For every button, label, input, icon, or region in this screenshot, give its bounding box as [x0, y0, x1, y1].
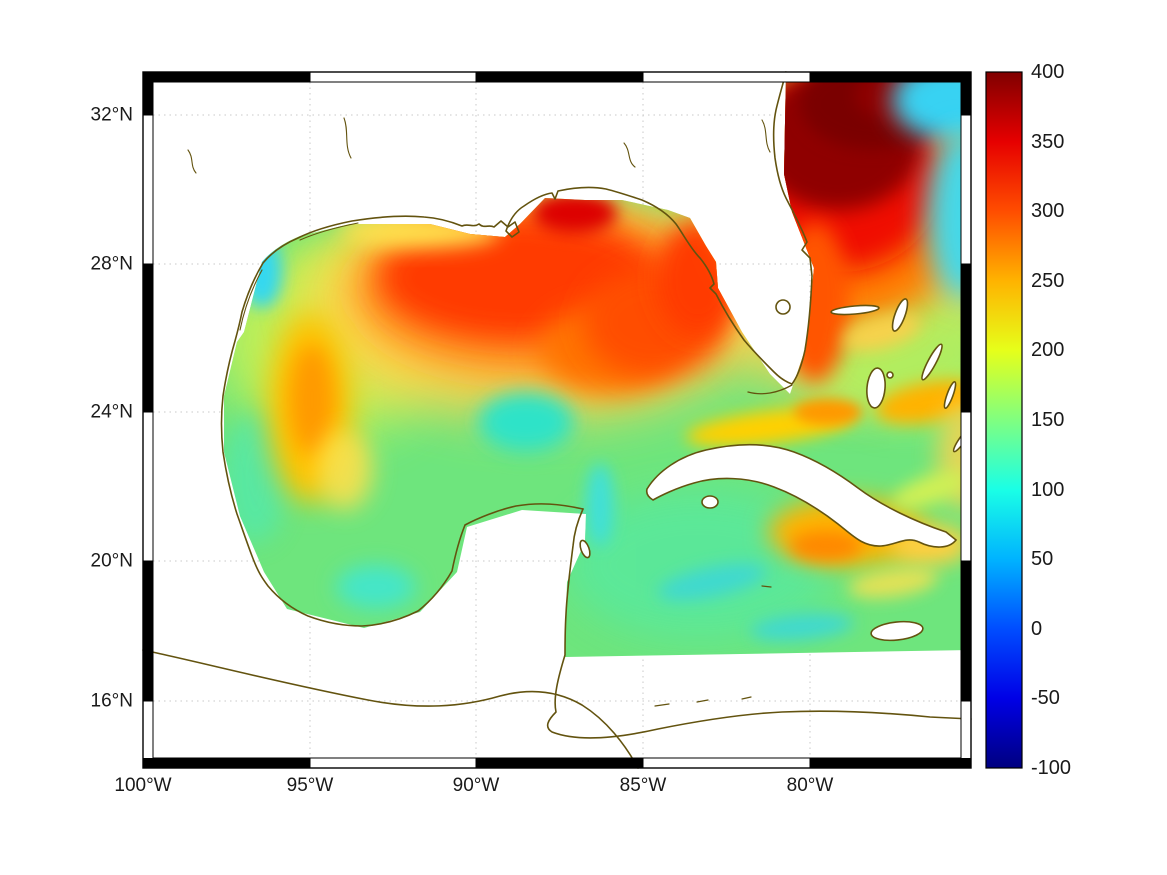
colorbar: [985, 71, 1023, 769]
map-frame: [142, 71, 972, 769]
lat-tick-label: 28°N: [90, 253, 133, 275]
lat-tick-label: 32°N: [90, 104, 133, 126]
colorbar-tick-label: 350: [1031, 131, 1065, 153]
cuba-outline: [645, 443, 958, 548]
gulf-coastline: [220, 71, 813, 627]
yucatan-belize-honduras-coastline: [546, 508, 972, 739]
colorbar-tick-label: 0: [1031, 618, 1043, 640]
inland-river-detail: [187, 117, 771, 174]
colorbar-tick-label: 100: [1031, 479, 1065, 501]
lake-okeechobee-outline: [775, 299, 791, 315]
texas-barrier-island: [239, 222, 359, 331]
lon-tick-label: 95°W: [286, 775, 334, 796]
lat-tick-label: 16°N: [90, 690, 133, 712]
lon-tick-label: 100°W: [114, 775, 172, 796]
lon-tick-label: 80°W: [786, 775, 834, 796]
cat-island-outline: [943, 381, 957, 409]
florida-keys-outline: [747, 384, 793, 395]
lon-tick-label: 90°W: [452, 775, 500, 796]
colorbar-tick-label: 300: [1031, 200, 1065, 222]
bay-islands-outline: [654, 696, 752, 707]
grand-cayman-outline: [761, 585, 772, 588]
colorbar-tick-label: 250: [1031, 270, 1065, 292]
jamaica-outline: [870, 620, 924, 642]
colorbar-tick-label: -50: [1031, 687, 1060, 709]
colorbar-tick-label: 150: [1031, 409, 1065, 431]
lon-tick-label: 85°W: [619, 775, 667, 796]
colorbar-gradient: [985, 71, 1023, 769]
grand-bahama-outline: [830, 304, 880, 316]
heatmap-layer: [224, 72, 971, 657]
colorbar-tick-label: 50: [1031, 548, 1054, 570]
new-providence-outline: [886, 371, 894, 379]
cozumel-outline: [579, 539, 591, 559]
abaco-outline: [891, 298, 909, 332]
pacific-mexico-coastline: [142, 649, 639, 769]
lat-tick-label: 20°N: [90, 550, 133, 572]
isle-of-youth-outline: [701, 495, 719, 509]
eleuthera-outline: [921, 343, 943, 381]
lat-tick-label: 24°N: [90, 401, 133, 423]
andros-outline: [866, 367, 886, 409]
colorbar-tick-label: -100: [1031, 757, 1072, 779]
coastline-layer: [142, 71, 972, 769]
colorbar-tick-label: 400: [1031, 61, 1065, 83]
colorbar-tick-label: 200: [1031, 339, 1065, 361]
